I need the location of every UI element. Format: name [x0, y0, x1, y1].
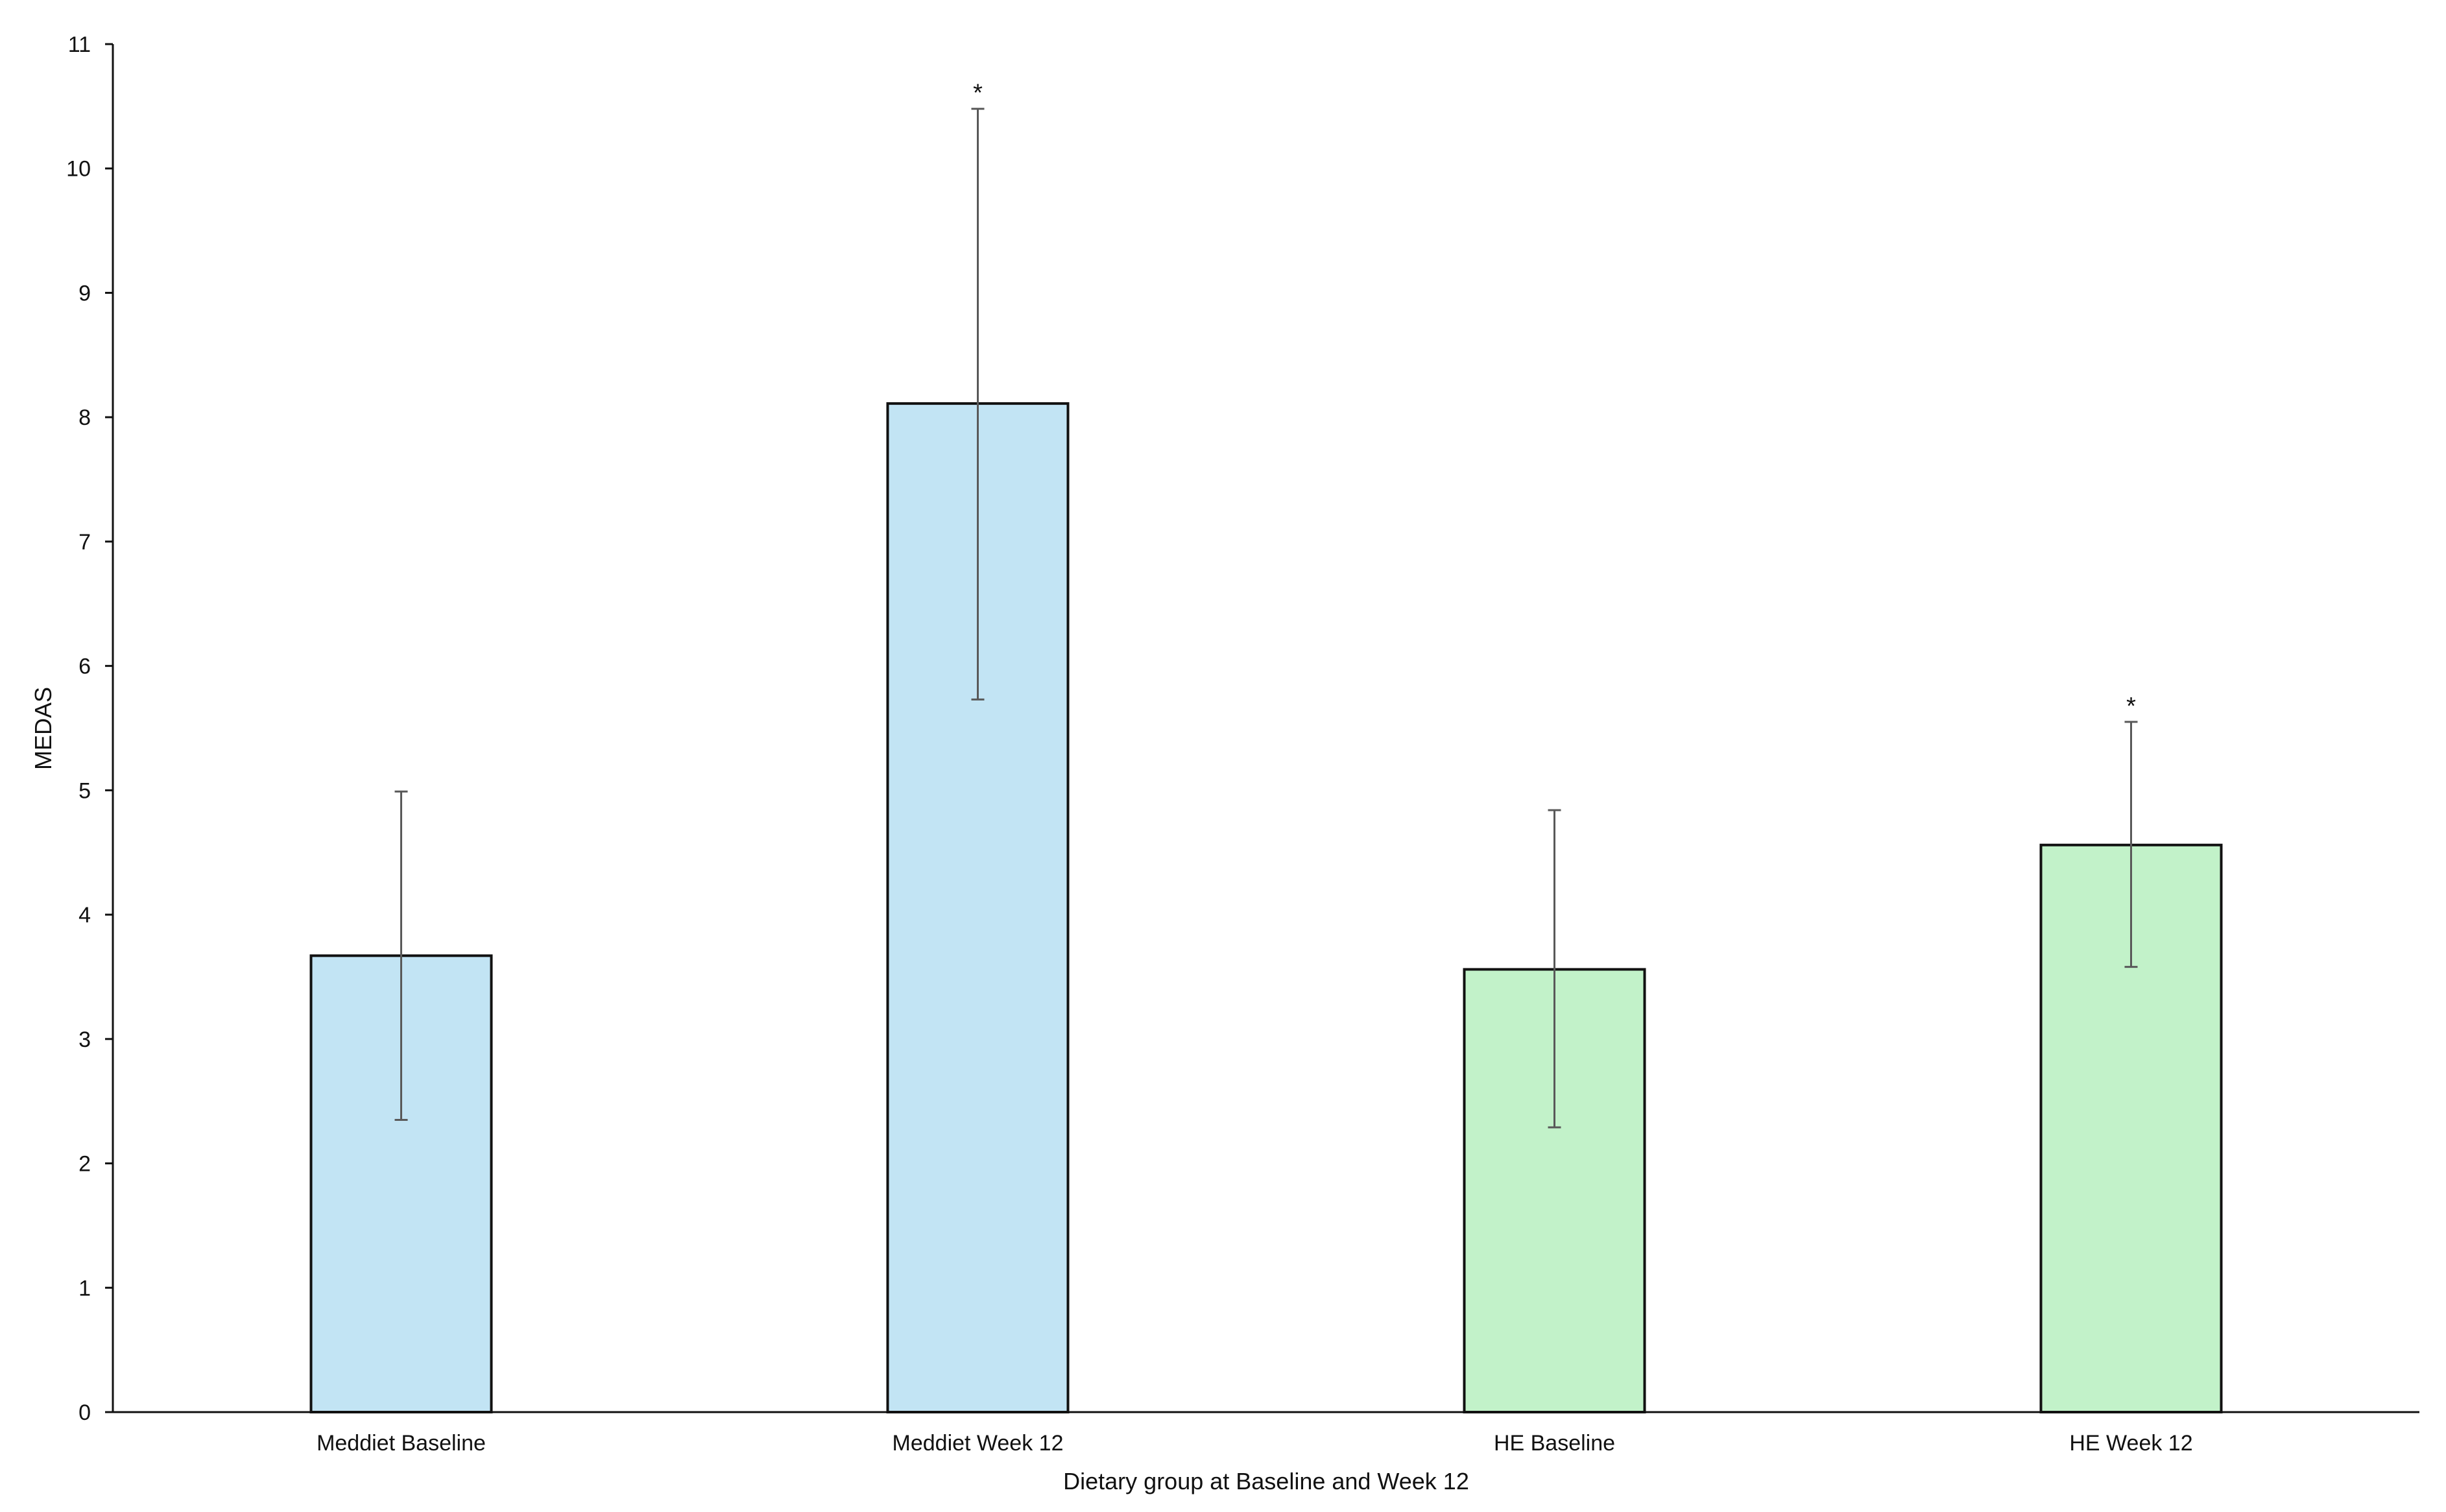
- y-tick-label: 7: [78, 530, 91, 555]
- y-tick-label: 9: [78, 281, 91, 306]
- x-tick-label: HE Baseline: [1494, 1431, 1615, 1456]
- x-tick-label: Meddiet Baseline: [317, 1431, 486, 1456]
- error-bars-layer: [394, 108, 2138, 1129]
- y-ticks-layer: 0 1 2 3 4 5 6 7 8 9 10 11: [66, 32, 113, 1425]
- x-tick-label: Meddiet Week 12: [893, 1431, 1064, 1456]
- y-tick-label: 8: [78, 405, 91, 430]
- bars-layer: [309, 402, 2223, 1414]
- x-axis-title: Dietary group at Baseline and Week 12: [1063, 1468, 1469, 1494]
- y-tick-label: 2: [78, 1152, 91, 1177]
- y-tick-label: 4: [78, 903, 91, 928]
- significance-layer: **: [973, 80, 2136, 720]
- y-tick-label: 0: [78, 1400, 91, 1425]
- y-tick-label: 5: [78, 778, 91, 803]
- y-tick-label: 11: [68, 32, 91, 57]
- axes-layer: [112, 44, 2419, 1413]
- y-tick-label: 10: [66, 157, 91, 182]
- significance-marker: *: [2126, 693, 2136, 720]
- significance-marker: *: [973, 80, 983, 107]
- x-tick-labels-layer: Meddiet Baseline Meddiet Week 12 HE Baseli…: [317, 1431, 2193, 1456]
- y-tick-label: 6: [78, 654, 91, 679]
- y-tick-label: 3: [78, 1027, 91, 1052]
- y-axis-title: MEDAS: [30, 687, 56, 770]
- x-tick-label: HE Week 12: [2069, 1431, 2192, 1456]
- y-tick-label: 1: [78, 1276, 91, 1301]
